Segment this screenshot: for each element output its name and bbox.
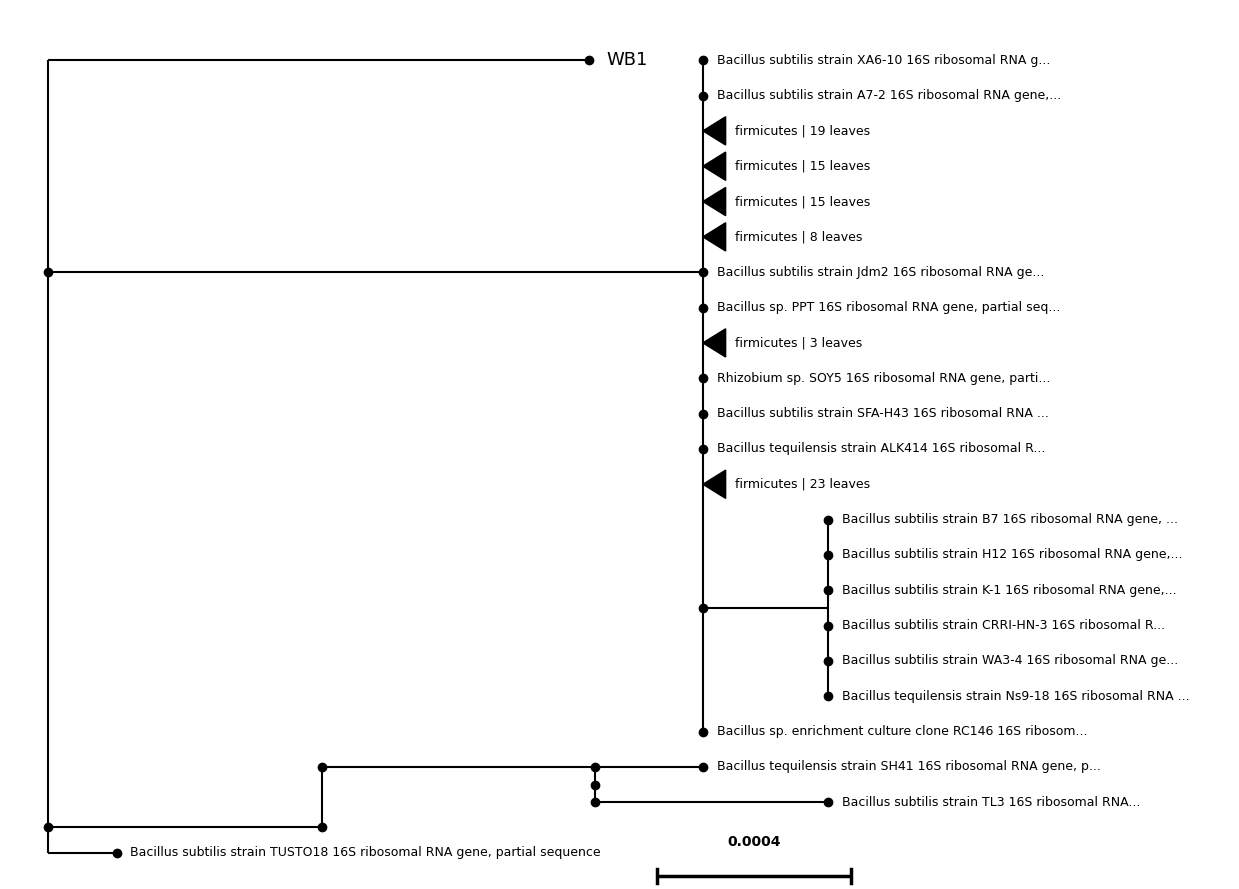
- Text: Bacillus subtilis strain WA3-4 16S ribosomal RNA ge...: Bacillus subtilis strain WA3-4 16S ribos…: [841, 654, 1178, 668]
- Text: Bacillus subtilis strain TUSTO18 16S ribosomal RNA gene, partial sequence: Bacillus subtilis strain TUSTO18 16S rib…: [130, 846, 601, 859]
- Text: Bacillus subtilis strain H12 16S ribosomal RNA gene,...: Bacillus subtilis strain H12 16S ribosom…: [841, 549, 1182, 562]
- Text: WB1: WB1: [606, 52, 648, 69]
- Text: Bacillus subtilis strain TL3 16S ribosomal RNA...: Bacillus subtilis strain TL3 16S ribosom…: [841, 796, 1140, 809]
- Text: firmicutes | 15 leaves: firmicutes | 15 leaves: [735, 195, 870, 208]
- Text: Bacillus subtilis strain XA6-10 16S ribosomal RNA g...: Bacillus subtilis strain XA6-10 16S ribo…: [716, 53, 1049, 67]
- Text: Bacillus subtilis strain Jdm2 16S ribosomal RNA ge...: Bacillus subtilis strain Jdm2 16S riboso…: [716, 266, 1044, 279]
- Text: Bacillus subtilis strain K-1 16S ribosomal RNA gene,...: Bacillus subtilis strain K-1 16S ribosom…: [841, 584, 1176, 597]
- Text: firmicutes | 15 leaves: firmicutes | 15 leaves: [735, 160, 870, 172]
- Text: Bacillus tequilensis strain ALK414 16S ribosomal R...: Bacillus tequilensis strain ALK414 16S r…: [716, 443, 1044, 455]
- Polygon shape: [703, 329, 726, 357]
- Text: Bacillus tequilensis strain SH41 16S ribosomal RNA gene, p...: Bacillus tequilensis strain SH41 16S rib…: [716, 760, 1100, 773]
- Text: Bacillus tequilensis strain Ns9-18 16S ribosomal RNA ...: Bacillus tequilensis strain Ns9-18 16S r…: [841, 690, 1189, 703]
- Text: firmicutes | 23 leaves: firmicutes | 23 leaves: [735, 477, 870, 491]
- Polygon shape: [703, 188, 726, 216]
- Text: firmicutes | 19 leaves: firmicutes | 19 leaves: [735, 124, 870, 138]
- Polygon shape: [703, 116, 726, 145]
- Text: Rhizobium sp. SOY5 16S ribosomal RNA gene, parti...: Rhizobium sp. SOY5 16S ribosomal RNA gen…: [716, 372, 1049, 385]
- Text: Bacillus subtilis strain B7 16S ribosomal RNA gene, ...: Bacillus subtilis strain B7 16S ribosoma…: [841, 513, 1178, 526]
- Text: Bacillus subtilis strain A7-2 16S ribosomal RNA gene,...: Bacillus subtilis strain A7-2 16S riboso…: [716, 89, 1061, 102]
- Text: Bacillus sp. PPT 16S ribosomal RNA gene, partial seq...: Bacillus sp. PPT 16S ribosomal RNA gene,…: [716, 301, 1059, 314]
- Polygon shape: [703, 470, 726, 499]
- Text: Bacillus subtilis strain CRRI-HN-3 16S ribosomal R...: Bacillus subtilis strain CRRI-HN-3 16S r…: [841, 619, 1165, 632]
- Text: Bacillus subtilis strain SFA-H43 16S ribosomal RNA ...: Bacillus subtilis strain SFA-H43 16S rib…: [716, 407, 1048, 420]
- Text: Bacillus sp. enrichment culture clone RC146 16S ribosom...: Bacillus sp. enrichment culture clone RC…: [716, 725, 1087, 738]
- Text: firmicutes | 3 leaves: firmicutes | 3 leaves: [735, 336, 862, 349]
- Text: 0.0004: 0.0004: [727, 835, 781, 849]
- Polygon shape: [703, 152, 726, 180]
- Text: firmicutes | 8 leaves: firmicutes | 8 leaves: [735, 230, 862, 244]
- Polygon shape: [703, 223, 726, 251]
